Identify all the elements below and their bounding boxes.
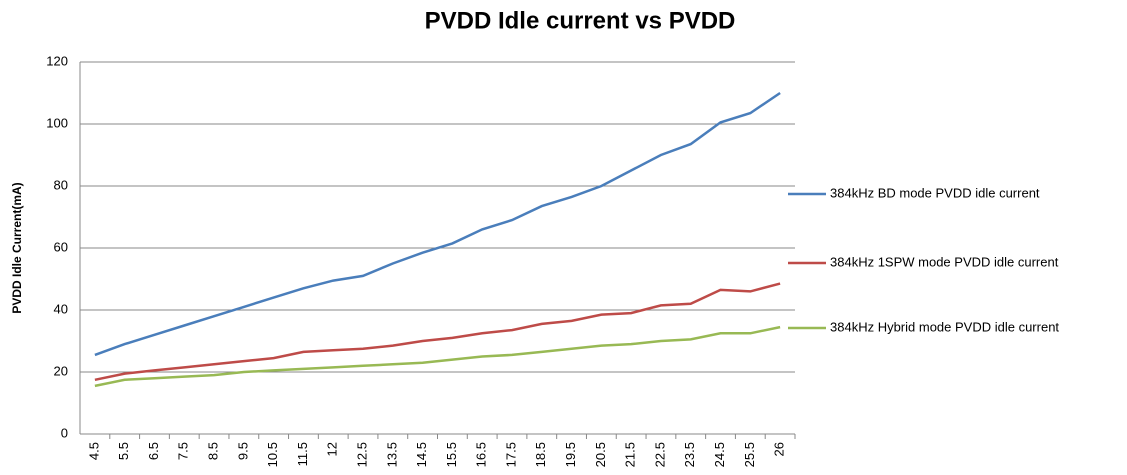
y-tick-label: 100: [46, 115, 68, 130]
x-tick-label: 5.5: [116, 442, 131, 460]
x-tick-label: 23.5: [682, 442, 697, 467]
x-tick-label: 26: [772, 442, 787, 456]
x-tick-label: 18.5: [533, 442, 548, 467]
chart-title: PVDD Idle current vs PVDD: [425, 7, 736, 34]
y-tick-label: 20: [54, 363, 68, 378]
x-tick-label: 19.5: [563, 442, 578, 467]
x-tick-label: 21.5: [623, 442, 638, 467]
x-tick-label: 11.5: [295, 442, 310, 466]
x-tick-label: 12.5: [354, 442, 369, 467]
series-line: [94, 325, 781, 388]
x-tick-label: 4.5: [86, 442, 101, 460]
y-tick-label: 120: [46, 53, 68, 68]
legend-label: 384kHz 1SPW mode PVDD idle current: [830, 254, 1059, 269]
x-tick-label: 25.5: [742, 442, 757, 467]
x-tick-label: 6.5: [146, 442, 161, 460]
y-tick-label: 40: [54, 301, 68, 316]
y-tick-label: 0: [61, 425, 68, 440]
x-tick-label: 22.5: [652, 442, 667, 467]
x-tick-label: 16.5: [474, 442, 489, 467]
x-tick-label: 17.5: [503, 442, 518, 467]
x-tick-label: 14.5: [414, 442, 429, 467]
y-tick-label: 80: [54, 177, 68, 192]
x-tick-label: 13.5: [384, 442, 399, 467]
x-tick-label: 7.5: [176, 442, 191, 460]
x-tick-label: 10.5: [265, 442, 280, 467]
x-tick-label: 9.5: [235, 442, 250, 460]
x-tick-label: 15.5: [444, 442, 459, 467]
x-tick-label: 24.5: [712, 442, 727, 467]
legend-label: 384kHz BD mode PVDD idle current: [830, 185, 1040, 200]
x-tick-label: 20.5: [593, 442, 608, 467]
x-tick-label: 8.5: [206, 442, 221, 460]
series-line: [94, 282, 781, 382]
x-tick-label: 12: [325, 442, 340, 456]
y-tick-label: 60: [54, 239, 68, 254]
legend-label: 384kHz Hybrid mode PVDD idle current: [830, 319, 1059, 334]
series-line: [94, 91, 781, 357]
y-axis-label: PVDD Idle Current(mA): [10, 182, 24, 313]
